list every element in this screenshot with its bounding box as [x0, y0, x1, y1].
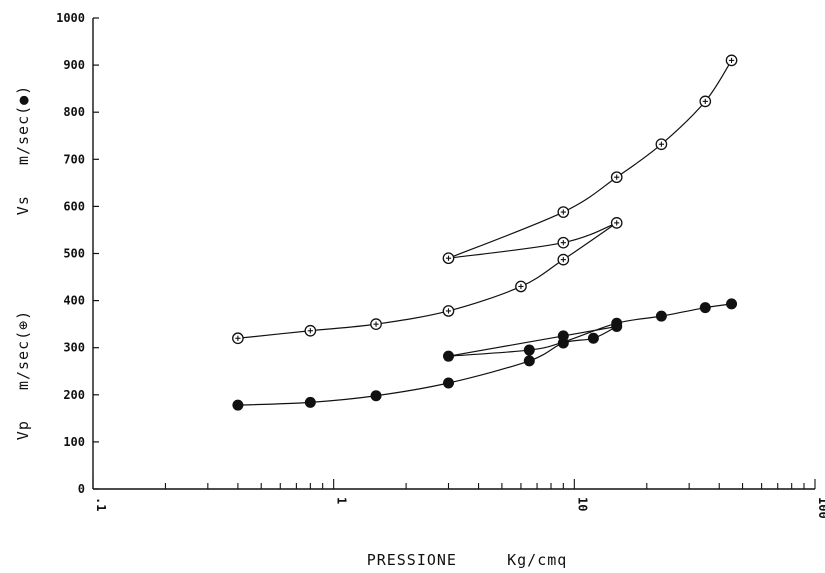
y-tick-label: 400 [63, 294, 85, 308]
y-axis-title-vp: Vp m/sec(⊕) [14, 310, 32, 440]
y-axis-title-vs: Vs m/sec(●) [14, 85, 32, 215]
series-2-point [655, 310, 667, 322]
series-2-point [557, 330, 569, 342]
y-tick-label: 900 [63, 58, 85, 72]
series-2-point [699, 302, 711, 314]
series-2-point [442, 377, 454, 389]
series-1-curve [448, 60, 733, 259]
series-1-point [725, 54, 738, 67]
y-tick-label: 600 [63, 199, 85, 213]
x-axis-title: PRESSIONE Kg/cmq [367, 551, 568, 569]
chart-points [232, 54, 738, 411]
y-tick-label: 800 [63, 105, 85, 119]
series-2-point [587, 332, 599, 344]
x-tick-label: 100 [816, 497, 825, 519]
y-tick-label: 300 [63, 341, 85, 355]
series-1-point [557, 206, 570, 218]
series-1-point [232, 332, 244, 345]
series-1-point [515, 280, 527, 293]
chart-curves [237, 60, 733, 406]
x-tick-label: .1 [94, 497, 108, 511]
series-1-point [442, 252, 455, 265]
y-tick-label: 1000 [56, 11, 85, 25]
series-1-point [370, 318, 382, 330]
x-tick-label: 1 [335, 497, 349, 504]
y-tick-label: 500 [63, 247, 85, 261]
series-1-point [610, 171, 623, 184]
series-2-point [232, 399, 244, 411]
x-tick-label: 10 [575, 497, 589, 511]
y-tick-label: 700 [63, 152, 85, 166]
series-1-point [304, 324, 317, 337]
series-2-point [523, 355, 535, 367]
series-1-point [557, 253, 570, 266]
series-2-point [523, 344, 535, 356]
series-1-point [442, 305, 455, 317]
series-1-point [699, 95, 712, 108]
series-2-point [304, 396, 316, 408]
y-tick-label: 200 [63, 388, 85, 402]
series-2-point [442, 350, 454, 362]
series-1-point [610, 217, 623, 229]
series-1-point [655, 138, 668, 151]
series-2-point [370, 390, 382, 402]
series-2-point [726, 298, 738, 310]
series-1-point [557, 236, 570, 249]
y-tick-label: 0 [78, 482, 85, 496]
y-tick-label: 100 [63, 435, 85, 449]
series-2-point [611, 317, 623, 329]
chart-labels: PRESSIONE Kg/cmq Vs m/sec(●) Vp m/sec(⊕) [14, 85, 568, 569]
chart-axes: 0 100 200 300 400 500 600 700 800 900 1000 .1 1 10 100 [56, 11, 825, 519]
